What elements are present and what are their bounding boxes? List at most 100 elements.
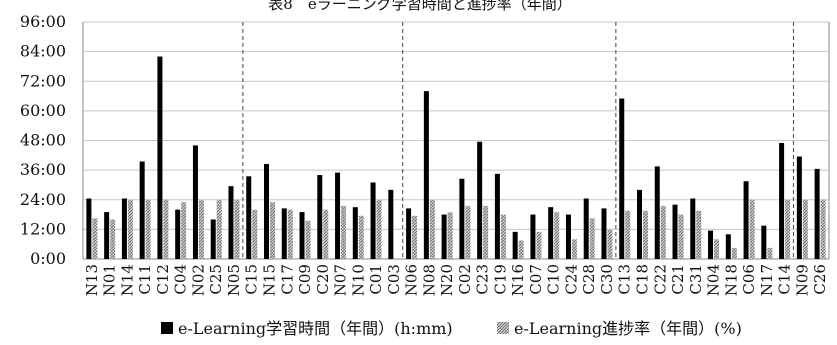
bar-study-time-C02 — [459, 178, 465, 259]
x-tick-label: C28 — [580, 264, 598, 295]
bar-progress-rate-C18 — [643, 210, 648, 259]
x-tick-label: N06 — [403, 264, 421, 296]
x-tick-label: C23 — [474, 264, 492, 295]
y-tick-label: 12:00 — [20, 219, 66, 238]
bars — [86, 56, 826, 259]
y-tick-label: 96:00 — [20, 12, 66, 31]
bar-progress-rate-C21 — [678, 214, 684, 259]
bar-progress-rate-C09 — [305, 220, 311, 259]
x-tick-label: N14 — [118, 264, 136, 296]
x-tick-label: N15 — [261, 264, 279, 296]
bar-study-time-C03 — [388, 189, 394, 259]
bar-study-time-C15 — [246, 176, 252, 259]
x-tick-label: N02 — [189, 264, 207, 296]
group-separators — [242, 22, 794, 259]
legend-label-study-time: e-Learning学習時間（年間）(h:mm) — [178, 319, 453, 338]
x-tick-label: N20 — [438, 264, 456, 296]
x-tick-label: C15 — [243, 264, 261, 295]
bar-study-time-C07 — [530, 214, 536, 259]
bar-study-time-N10 — [352, 207, 358, 259]
bar-study-time-C31 — [690, 198, 696, 259]
bar-progress-rate-C28 — [589, 218, 595, 259]
bar-progress-rate-C24 — [571, 239, 577, 259]
bar-progress-rate-N05 — [234, 199, 240, 259]
bar-progress-rate-C01 — [376, 199, 382, 259]
x-tick-label: N01 — [101, 264, 119, 296]
x-tick-label: C17 — [278, 264, 296, 295]
bar-progress-rate-C13 — [625, 210, 631, 259]
grid-lines — [82, 21, 830, 260]
y-tick-label: 0:00 — [30, 249, 66, 268]
bar-progress-rate-N13 — [92, 218, 98, 259]
bar-study-time-N04 — [708, 230, 714, 259]
bar-study-time-N07 — [335, 172, 341, 259]
bar-progress-rate-C04 — [181, 202, 187, 259]
x-tick-label: C20 — [314, 264, 332, 295]
bar-progress-rate-C12 — [163, 199, 169, 259]
x-tick-label: C18 — [634, 264, 652, 295]
bar-study-time-C01 — [370, 182, 376, 259]
bar-study-time-N06 — [406, 208, 412, 259]
x-tick-label: C07 — [527, 264, 545, 295]
bar-study-time-C19 — [494, 173, 500, 259]
bar-study-time-N08 — [423, 91, 429, 259]
y-tick-label: 24:00 — [20, 190, 66, 209]
x-tick-label: C12 — [154, 264, 172, 295]
x-tick-label: C22 — [651, 264, 669, 295]
bar-progress-rate-C26 — [820, 199, 826, 259]
bar-study-time-N02 — [192, 145, 198, 259]
bar-progress-rate-N18 — [731, 247, 737, 259]
bar-progress-rate-C06 — [749, 199, 755, 259]
bar-progress-rate-N02 — [198, 199, 204, 259]
y-tick-label: 72:00 — [20, 71, 66, 90]
x-tick-label: C04 — [172, 264, 190, 295]
bar-progress-rate-N07 — [341, 205, 347, 259]
bar-progress-rate-C11 — [145, 199, 151, 259]
bar-study-time-C23 — [477, 141, 483, 259]
bar-progress-rate-C10 — [554, 212, 560, 259]
bar-progress-rate-N09 — [802, 199, 808, 259]
bar-progress-rate-N08 — [429, 199, 435, 259]
bar-progress-rate-N01 — [110, 219, 116, 259]
x-tick-label: N18 — [722, 264, 740, 296]
y-tick-label: 60:00 — [20, 101, 66, 120]
bar-study-time-C24 — [565, 214, 571, 259]
bar-study-time-C18 — [637, 189, 642, 259]
bar-study-time-C26 — [814, 168, 820, 259]
x-tick-label: N08 — [420, 264, 438, 296]
bar-study-time-C21 — [672, 204, 678, 259]
bar-progress-rate-C15 — [252, 209, 258, 259]
x-tick-label: N10 — [349, 264, 367, 296]
bar-study-time-N15 — [264, 163, 269, 259]
legend-swatch-study-time — [161, 322, 173, 334]
bar-study-time-C12 — [157, 56, 163, 259]
x-tick-label: N09 — [793, 264, 811, 296]
bar-progress-rate-C25 — [216, 199, 222, 259]
bar-progress-rate-C19 — [500, 214, 506, 259]
bar-study-time-C17 — [281, 208, 287, 259]
bar-study-time-C22 — [654, 166, 660, 259]
bar-progress-rate-N14 — [127, 199, 133, 259]
bar-progress-rate-N06 — [412, 215, 418, 259]
x-tick-label: C19 — [491, 264, 509, 295]
bar-progress-rate-C07 — [536, 231, 542, 259]
bar-study-time-N20 — [441, 214, 447, 259]
bar-study-time-C09 — [299, 212, 305, 259]
x-tick-label: C02 — [456, 264, 474, 295]
bar-progress-rate-N10 — [358, 215, 364, 259]
legend-label-progress-rate: e-Learning進捗率（年間）(%) — [514, 319, 742, 338]
x-tick-label: C13 — [616, 264, 634, 295]
bar-study-time-C20 — [317, 175, 323, 259]
x-tick-label: C30 — [598, 264, 616, 295]
chart-title: 表8 eラーニング学習時間と進捗率（年間） — [268, 0, 571, 13]
bar-study-time-C25 — [210, 219, 216, 259]
x-tick-label: N04 — [705, 264, 723, 296]
bar-progress-rate-N20 — [447, 212, 453, 259]
bar-study-time-C06 — [743, 181, 749, 259]
bar-study-time-N05 — [228, 186, 234, 259]
x-axis-ticks: N13 N01 N14 C11 C12 C04 N02 C25 N05 C15 N15 C17 C09 C… — [83, 264, 829, 296]
bar-progress-rate-N15 — [270, 202, 275, 259]
bar-progress-rate-C17 — [287, 209, 293, 259]
bar-progress-rate-N17 — [767, 247, 773, 259]
